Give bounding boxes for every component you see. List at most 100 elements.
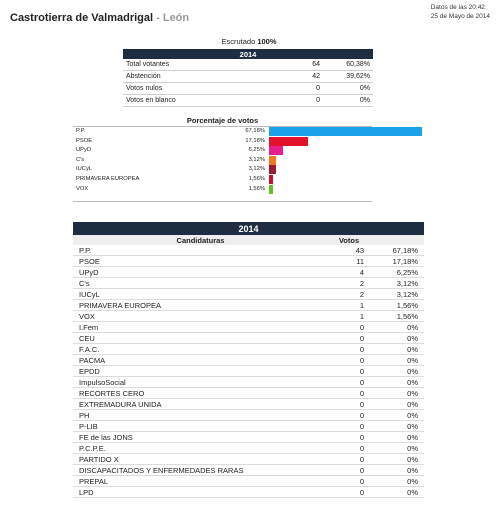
- scrutiny-label: Escrutado: [221, 37, 256, 46]
- party-votes: 0: [328, 420, 370, 432]
- party-votes: 0: [328, 475, 370, 487]
- chart-value-label: 67,18%: [245, 128, 265, 134]
- province-name: León: [162, 12, 190, 24]
- summary-count: 64: [277, 59, 323, 71]
- summary-pct: 0%: [323, 94, 373, 107]
- scrutiny-value: 100%: [257, 37, 277, 46]
- table-row: PH 0 0%: [73, 409, 424, 421]
- chart-row: C's 3,12%: [73, 155, 372, 165]
- party-name: PACMA: [73, 354, 328, 366]
- party-votes: 0: [328, 442, 370, 454]
- summary-label: Total votantes: [123, 59, 277, 71]
- update-date: 25 de Mayo de 2014: [430, 13, 490, 20]
- party-name: ImpulsoSocial: [73, 376, 328, 388]
- chart-value-label: 3,12%: [248, 166, 265, 173]
- summary-row: Votos nulos 0 0%: [123, 82, 373, 95]
- summary-pct: 60,38%: [323, 59, 373, 71]
- chart-category-label: C's: [76, 156, 85, 163]
- chart-row: UPyD 6,25%: [73, 146, 372, 156]
- chart-row: P.P. 67,18%: [73, 127, 423, 136]
- update-time: Datos de las 20:42: [430, 4, 485, 11]
- party-pct: 0%: [370, 354, 424, 366]
- party-name: P-LIB: [73, 420, 328, 432]
- party-pct: 0%: [370, 365, 424, 377]
- party-pct: 0%: [370, 387, 424, 399]
- party-pct: 3,12%: [370, 288, 424, 300]
- chart-bar: [269, 136, 309, 146]
- table-row: DISCAPACITADOS Y ENFERMEDADES RARAS 0 0%: [73, 464, 424, 476]
- party-name: UPyD: [73, 266, 328, 278]
- party-votes: 0: [328, 464, 370, 476]
- chart-category-label: PRIMAVERA EUROPEA: [76, 176, 140, 182]
- table-row: PSOE 11 17,18%: [73, 255, 424, 267]
- chart-value-label: 1,56%: [248, 185, 265, 192]
- party-pct: 0%: [370, 376, 424, 388]
- chart-category-label: IUCyL: [76, 166, 93, 173]
- party-votes: 4: [328, 266, 370, 278]
- chart-bar: [269, 184, 273, 194]
- party-name: PH: [73, 409, 328, 421]
- party-pct: 0%: [370, 431, 424, 443]
- col-header-votos: Votos: [328, 235, 370, 245]
- party-pct: 0%: [370, 442, 424, 454]
- party-votes: 0: [328, 431, 370, 443]
- party-name: DISCAPACITADOS Y ENFERMEDADES RARAS: [73, 464, 328, 476]
- party-votes: 0: [328, 398, 370, 410]
- table-row: UPyD 4 6,25%: [73, 266, 424, 278]
- party-name: C's: [73, 277, 328, 289]
- chart-value-label: 17,18%: [245, 137, 265, 144]
- table-row: CEU 0 0%: [73, 332, 424, 344]
- table-row: ImpulsoSocial 0 0%: [73, 376, 424, 388]
- party-pct: 0%: [370, 453, 424, 465]
- table-row: P.C.P.E. 0 0%: [73, 442, 424, 454]
- summary-label: Votos nulos: [123, 82, 277, 95]
- party-name: RECORTES CERO: [73, 387, 328, 399]
- table-row: P-LIB 0 0%: [73, 420, 424, 432]
- chart-row: VOX 1,56%: [73, 184, 372, 194]
- chart-row: PRIMAVERA EUROPEA 1,56%: [73, 175, 372, 184]
- party-name: IUCyL: [73, 288, 328, 300]
- chart-category-label: PSOE: [76, 137, 93, 144]
- party-name: EXTREMADURA UNIDA: [73, 398, 328, 410]
- party-votes: 0: [328, 365, 370, 377]
- update-info: Datos de las 20:42 25 de Mayo de 2014: [431, 3, 490, 21]
- chart-category-label: VOX: [76, 185, 89, 192]
- col-header-pct: [370, 235, 424, 245]
- party-votes: 1: [328, 310, 370, 322]
- chart-value-label: 3,12%: [248, 156, 265, 163]
- party-pct: 0%: [370, 409, 424, 421]
- summary-count: 0: [277, 82, 323, 95]
- col-header-candidaturas: Candidaturas: [73, 235, 328, 245]
- table-row: EXTREMADURA UNIDA 0 0%: [73, 398, 424, 410]
- chart-divider: [73, 126, 372, 127]
- party-name: P.C.P.E.: [73, 442, 328, 454]
- table-row: IUCyL 2 3,12%: [73, 288, 424, 300]
- scrutiny-status: Escrutado 100%: [0, 37, 498, 46]
- summary-row: Total votantes 64 60,38%: [123, 59, 373, 71]
- chart-bar: [269, 155, 277, 165]
- chart-value-label: 6,25%: [248, 147, 265, 154]
- table-row: LPD 0 0%: [73, 486, 424, 498]
- party-pct: 1,56%: [370, 310, 424, 322]
- party-pct: 3,12%: [370, 277, 424, 289]
- summary-row: Votos en blanco 0 0%: [123, 94, 373, 107]
- party-votes: 0: [328, 321, 370, 333]
- summary-label: Abstención: [123, 70, 277, 83]
- party-pct: 0%: [370, 475, 424, 487]
- summary-year-header: 2014: [123, 49, 373, 59]
- table-row: RECORTES CERO 0 0%: [73, 387, 424, 399]
- table-row: PACMA 0 0%: [73, 354, 424, 366]
- party-votes: 0: [328, 354, 370, 366]
- results-table: 2014 Candidaturas Votos P.P. 43 67,18% PSOE…: [73, 222, 424, 498]
- party-pct: 0%: [370, 486, 424, 498]
- summary-row: Abstención 42 39,62%: [123, 70, 373, 83]
- chart-value-label: 1,56%: [248, 176, 265, 182]
- party-name: EPDD: [73, 365, 328, 377]
- summary-count: 0: [277, 94, 323, 107]
- party-name: VOX: [73, 310, 328, 322]
- table-row: F.A.C. 0 0%: [73, 343, 424, 355]
- summary-label: Votos en blanco: [123, 94, 277, 107]
- chart-bar: [269, 175, 273, 184]
- chart-category-label: P.P.: [76, 128, 86, 134]
- party-pct: 6,25%: [370, 266, 424, 278]
